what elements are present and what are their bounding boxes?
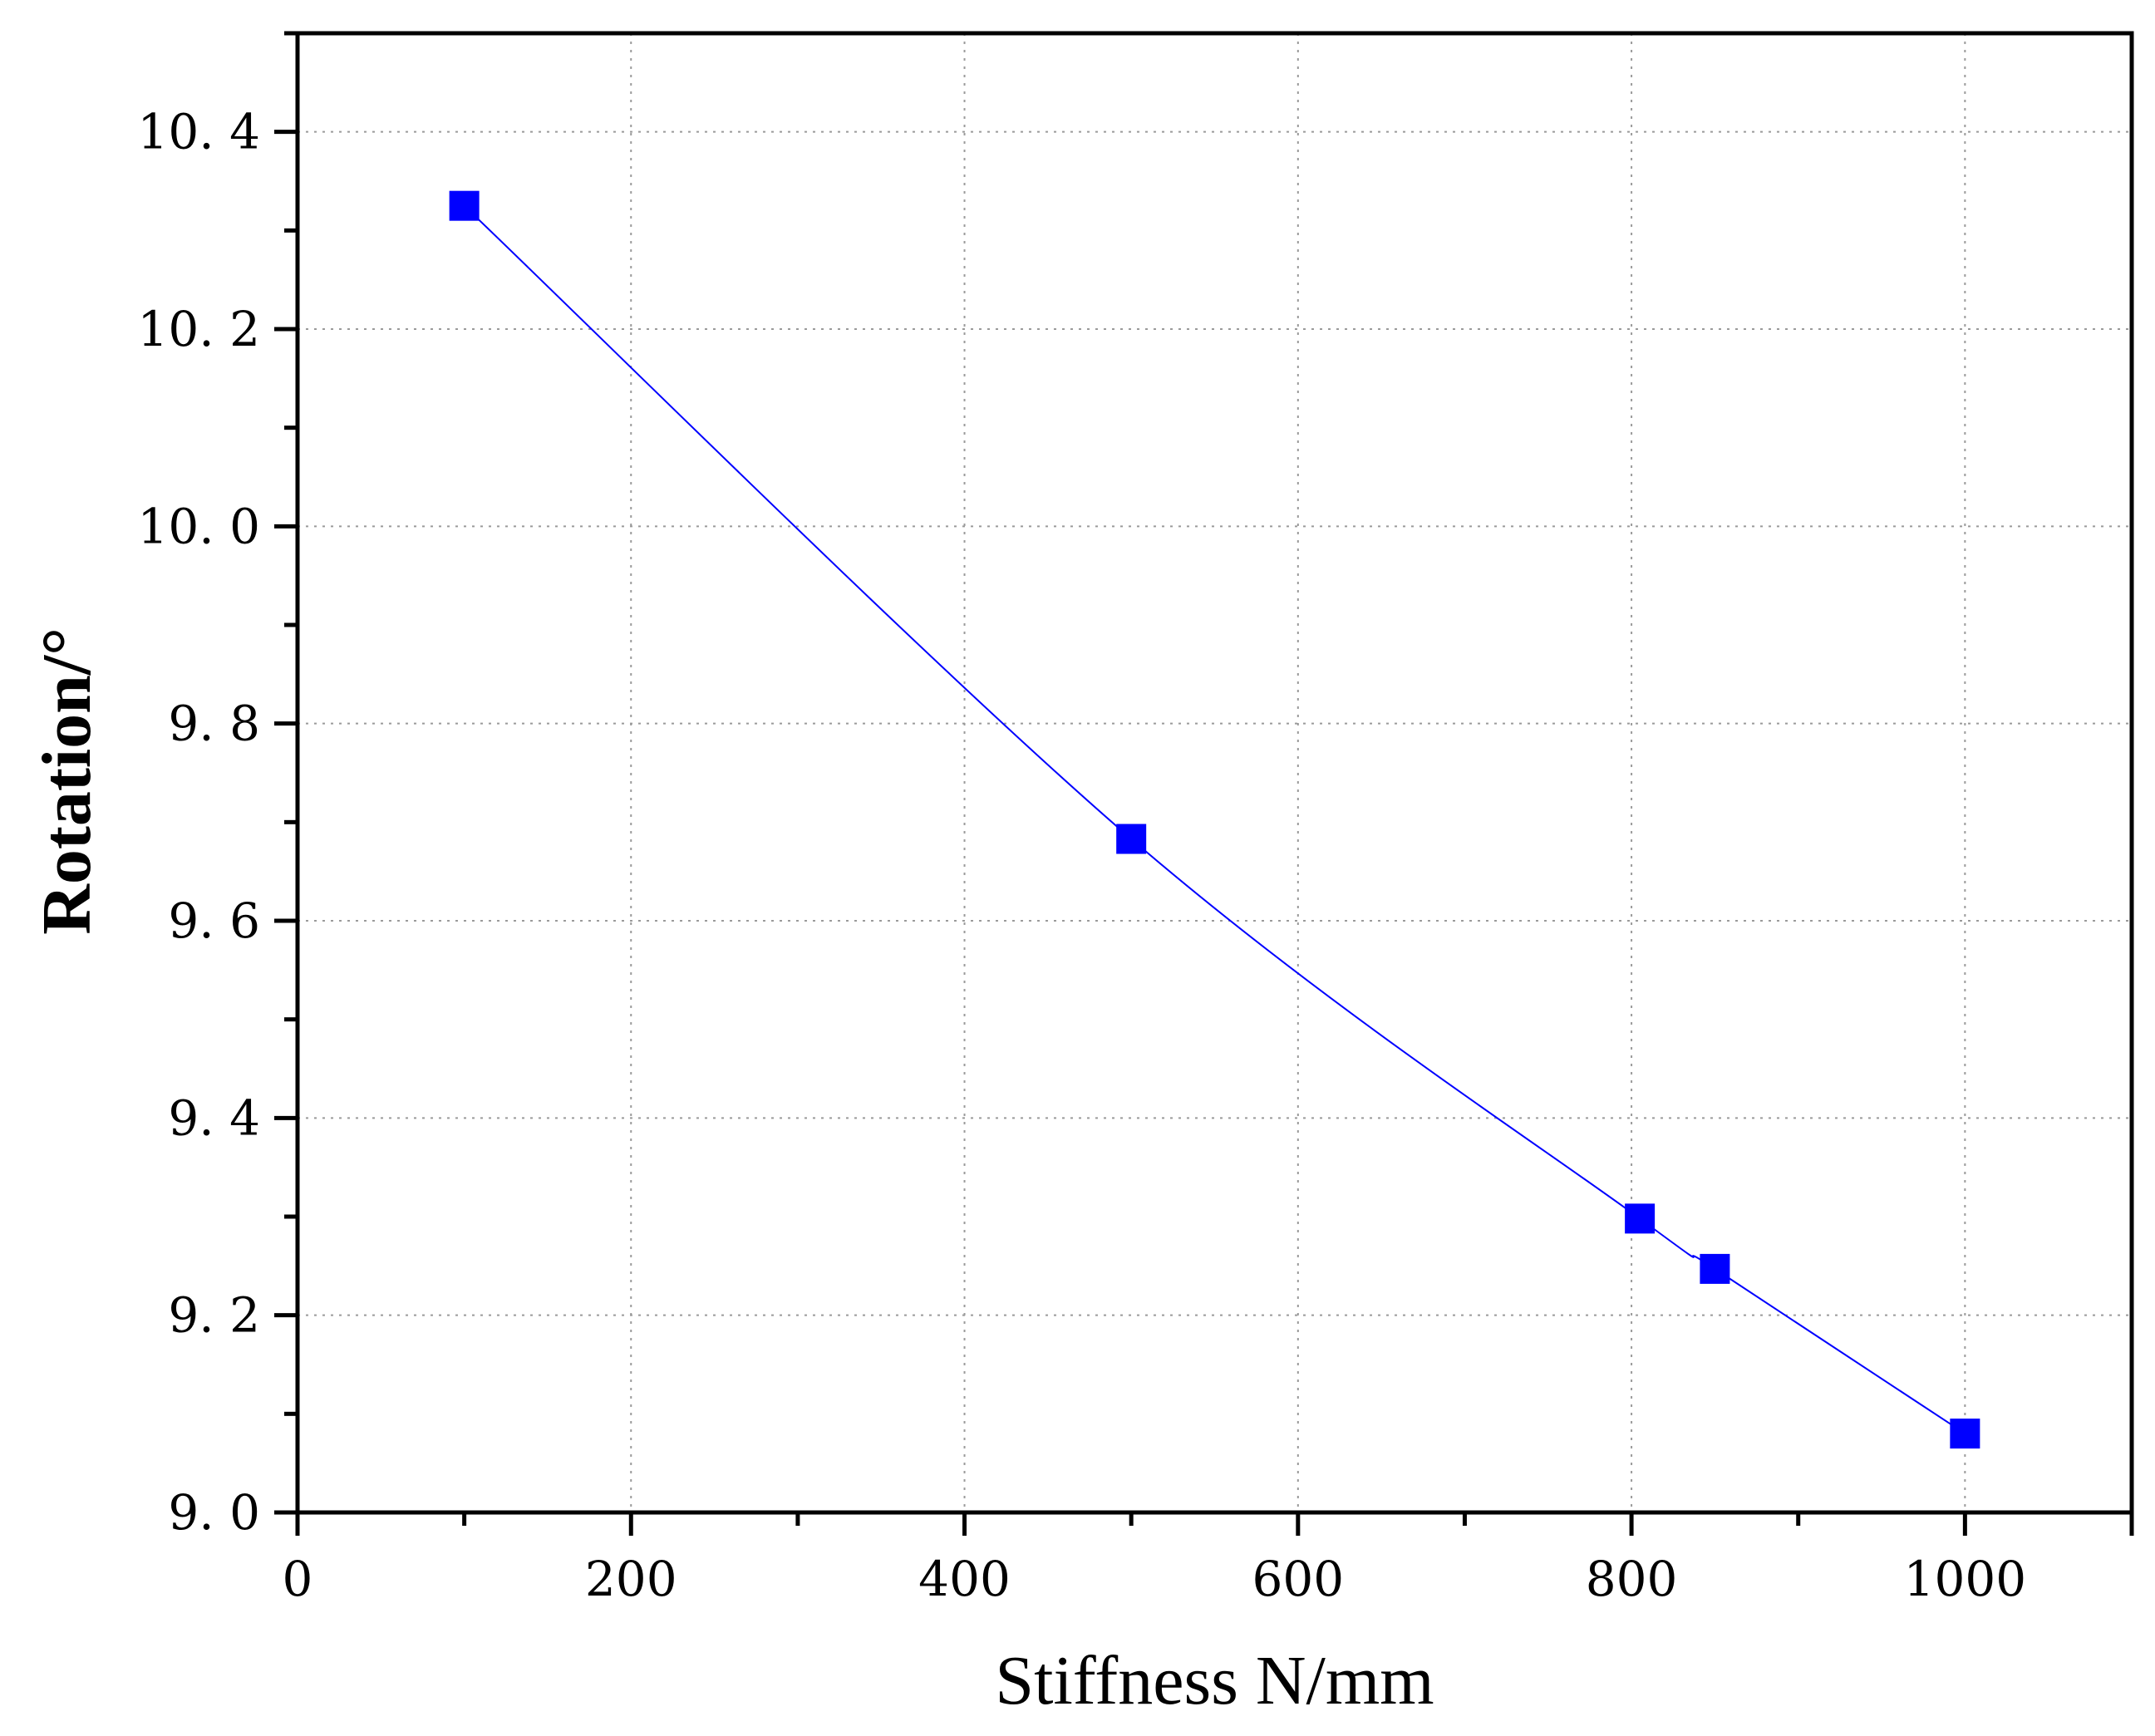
- series-line: [463, 204, 1966, 1434]
- axis-ticks: [274, 31, 2134, 1536]
- x-tick-label: 0: [283, 1551, 313, 1607]
- y-axis-title: Rotation/°: [28, 627, 106, 935]
- data-point-marker: [1950, 1419, 1980, 1449]
- x-tick-label: 1000: [1904, 1551, 2027, 1607]
- y-tick-label: 10. 2: [137, 301, 260, 357]
- plot-frame: [295, 31, 2134, 1515]
- data-point-marker: [449, 190, 480, 221]
- y-tick-label: 9. 2: [168, 1287, 260, 1344]
- x-tick-label: 600: [1252, 1551, 1344, 1607]
- data-series: [449, 190, 1980, 1449]
- y-tick-label: 9. 0: [168, 1484, 260, 1541]
- grid: [298, 33, 2132, 1512]
- x-tick-label: 400: [918, 1551, 1011, 1607]
- y-tick-label: 10. 0: [137, 498, 260, 554]
- x-tick-label: 200: [585, 1551, 677, 1607]
- y-tick-label: 9. 6: [168, 893, 260, 949]
- y-tick-label: 9. 8: [168, 696, 260, 752]
- x-tick-label: 800: [1586, 1551, 1678, 1607]
- x-axis-title: Stiffness N/mm: [995, 1642, 1434, 1719]
- data-point-marker: [1625, 1203, 1656, 1234]
- y-tick-label: 10. 4: [137, 104, 260, 160]
- y-tick-label: 9. 4: [168, 1089, 260, 1146]
- data-point-marker: [1700, 1253, 1730, 1284]
- data-point-marker: [1116, 824, 1147, 854]
- tick-labels: 0 200 400 600 800 1000 9. 0 9. 2 9. 4 9. 6 9. 8 10.…: [137, 104, 2026, 1607]
